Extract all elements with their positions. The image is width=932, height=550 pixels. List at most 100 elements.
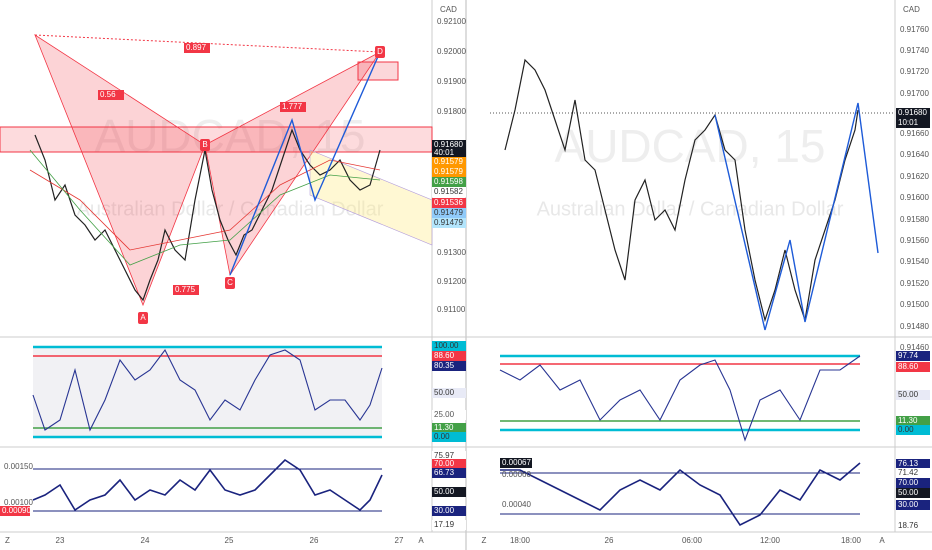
macd-tag-bg: [896, 521, 930, 531]
macd-scale-label: 0.00040: [502, 500, 531, 509]
price-scale-label: 0.91500: [900, 300, 929, 309]
price-scale-label: 0.91200: [437, 277, 466, 286]
macd-line: [32, 458, 383, 512]
oscillator-tag: 88.60: [434, 351, 455, 360]
zone: [0, 126, 433, 153]
oscillator-tag-bg: [432, 410, 466, 420]
price-scale-label: 0.91460: [900, 343, 929, 352]
macd-tag: 0.00090: [2, 506, 31, 515]
pattern-point: A: [140, 313, 146, 322]
macd-scale-label: 0.00060: [502, 470, 531, 479]
channel: [309, 149, 433, 246]
price-tag: 0.91680: [434, 140, 463, 149]
pattern-point: C: [227, 278, 233, 287]
oscillator-levels: [33, 345, 860, 515]
macd-scale-label: 0.00100: [4, 498, 33, 507]
time-axis-label: 18:00: [841, 536, 862, 545]
projection: [229, 51, 381, 276]
price-tag-bg: [432, 208, 466, 218]
oscillator-tag: 80.35: [434, 361, 455, 370]
macd-tag-bg: [896, 468, 930, 478]
oscillator-line: [32, 348, 383, 432]
watermark: AUDCAD, 15: [95, 110, 366, 162]
pattern-ratio: 1.777: [282, 102, 303, 111]
macd-tag-bg: [896, 478, 930, 488]
pattern-ratio: 0.56: [100, 90, 116, 99]
oscillator-tag-bg: [432, 388, 466, 398]
price-tag: 10:01: [898, 118, 919, 127]
price-tag: 0.91680: [898, 108, 927, 117]
price-tag-bg: [896, 108, 930, 118]
oscillator-tag-bg: [432, 341, 466, 351]
time-axis-label: 06:00: [682, 536, 703, 545]
pattern-point-bg: [225, 277, 235, 289]
oscillator-tag: 0.00: [898, 425, 914, 434]
price-scale-label: 0.91660: [900, 129, 929, 138]
price-scale-label: 0.91480: [900, 322, 929, 331]
macd-tag: 75.97: [434, 451, 455, 460]
price-tag-bg: [896, 118, 930, 128]
right-pane: [466, 0, 932, 550]
macd-tag-bg: [500, 458, 532, 468]
macd-line: [500, 462, 861, 527]
pane-separators: [0, 336, 932, 533]
price-scale-label: 0.91100: [437, 305, 466, 314]
pattern-ratio: 0.775: [175, 285, 196, 294]
price-tag-bg: [432, 177, 466, 187]
macd-tag: 0.00067: [502, 458, 531, 467]
macd-tag-bg: [432, 468, 466, 478]
macd-tag: 70.00: [898, 478, 919, 487]
time-axis-label: 25: [225, 536, 234, 545]
price-tag-bg: [432, 167, 466, 177]
macd-tag: 30.00: [434, 506, 455, 515]
time-axis-label: Z: [5, 536, 10, 545]
macd-tag-bg: [0, 506, 30, 516]
price-tag-bg: [432, 198, 466, 208]
oscillator-tag: 88.60: [898, 362, 919, 371]
oscillator-tag-bg: [432, 361, 466, 371]
pattern-point: B: [202, 140, 207, 149]
pattern-point: D: [377, 47, 383, 56]
time-axis-label: 12:00: [760, 536, 781, 545]
watermark-subtitle: Australian Dollar / Canadian Dollar: [537, 198, 844, 220]
currency: CAD: [440, 5, 457, 14]
price-scale-label: 0.91740: [900, 46, 929, 55]
macd-tag: 76.13: [898, 459, 919, 468]
time-axis-label: 26: [605, 536, 614, 545]
time-axis-label: Z: [482, 536, 487, 545]
price-tag-bg: [432, 140, 466, 150]
macd-tag: 66.73: [434, 468, 455, 477]
price-scale-label: 0.91540: [900, 257, 929, 266]
price-tag: 0.91536: [434, 198, 463, 207]
macd-tag-bg: [432, 487, 466, 497]
price-scale-label: 0.91300: [437, 248, 466, 257]
macd-tag: 18.76: [898, 521, 919, 530]
price-tag-bg: [432, 157, 466, 167]
price-scale-label: 0.91580: [900, 215, 929, 224]
price-tag-bg: [432, 218, 466, 228]
oscillator-tag: 0.00: [434, 432, 450, 441]
watermark: AUDCAD, 15: [555, 120, 826, 172]
time-axis-label: 24: [141, 536, 150, 545]
price-tag: 0.91598: [434, 177, 463, 186]
price-scale-label: 0.92100: [437, 17, 466, 26]
price-tag: 0.91479: [434, 218, 463, 227]
pattern-ratio-bg: [280, 102, 306, 112]
time-axis-label: 18:00: [510, 536, 531, 545]
price-tag-bg: [432, 187, 466, 197]
price-scale-label: 0.91720: [900, 67, 929, 76]
macd-tag-bg: [432, 520, 466, 530]
price-tag: 0.91579: [434, 167, 463, 176]
pattern-ratio-bg: [173, 285, 199, 295]
time-axis-label: 26: [310, 536, 319, 545]
macd-tag-bg: [896, 488, 930, 498]
oscillator-tag-bg: [896, 362, 930, 372]
pattern-ratio-bg: [184, 43, 210, 53]
price-scale-label: 0.91560: [900, 236, 929, 245]
macd-tag: 71.42: [898, 468, 919, 477]
oscillator-tag-bg: [896, 351, 930, 361]
target-zone: [357, 61, 399, 81]
watermark-subtitle: Australian Dollar / Canadian Dollar: [77, 198, 384, 220]
oscillator-tag-bg: [432, 351, 466, 361]
left-pane: [0, 0, 466, 550]
